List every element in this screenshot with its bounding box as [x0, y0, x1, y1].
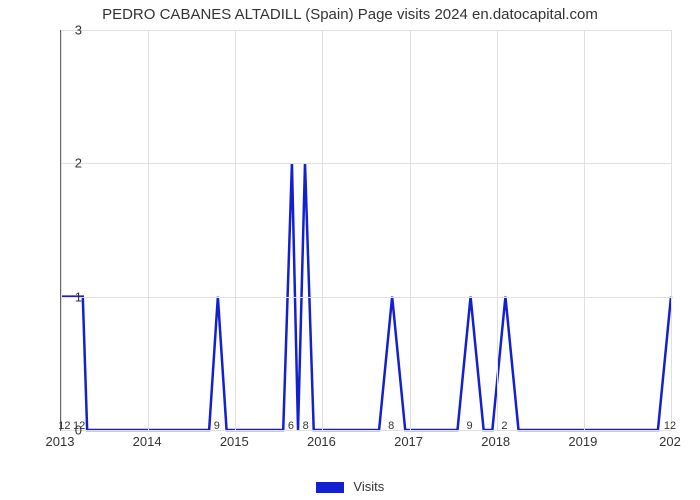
- x-tick-label: 2013: [46, 434, 75, 449]
- line-series: [61, 30, 671, 430]
- y-tick-label: 3: [52, 23, 82, 38]
- legend-label: Visits: [353, 479, 384, 494]
- y-tick-label: 2: [52, 156, 82, 171]
- point-label: 12: [73, 420, 85, 432]
- gridline-vertical: [61, 30, 62, 430]
- gridline-vertical: [584, 30, 585, 430]
- gridline-vertical: [322, 30, 323, 430]
- gridline-horizontal: [61, 297, 671, 298]
- x-tick-label: 2015: [220, 434, 249, 449]
- legend-swatch: [316, 482, 344, 493]
- point-label: 2: [501, 420, 507, 432]
- gridline-horizontal: [61, 163, 671, 164]
- plot-area: [60, 30, 671, 431]
- gridline-vertical: [235, 30, 236, 430]
- gridline-vertical: [671, 30, 672, 430]
- legend: Visits: [0, 479, 700, 494]
- gridline-vertical: [410, 30, 411, 430]
- point-label: 12: [664, 420, 676, 432]
- point-label: 12: [58, 420, 70, 432]
- gridline-vertical: [497, 30, 498, 430]
- gridline-horizontal: [61, 430, 671, 431]
- point-label: 8: [303, 420, 309, 432]
- x-tick-label: 2017: [394, 434, 423, 449]
- gridline-vertical: [148, 30, 149, 430]
- point-label: 8: [388, 420, 394, 432]
- chart-title: PEDRO CABANES ALTADILL (Spain) Page visi…: [0, 6, 700, 23]
- point-label: 6: [288, 420, 294, 432]
- point-label: 9: [214, 420, 220, 432]
- x-tick-label: 2016: [307, 434, 336, 449]
- x-tick-label: 2014: [133, 434, 162, 449]
- x-tick-label: 202: [659, 434, 681, 449]
- x-tick-label: 2019: [568, 434, 597, 449]
- x-tick-label: 2018: [481, 434, 510, 449]
- y-tick-label: 1: [52, 289, 82, 304]
- point-label: 9: [467, 420, 473, 432]
- chart-container: PEDRO CABANES ALTADILL (Spain) Page visi…: [0, 0, 700, 500]
- gridline-horizontal: [61, 30, 671, 31]
